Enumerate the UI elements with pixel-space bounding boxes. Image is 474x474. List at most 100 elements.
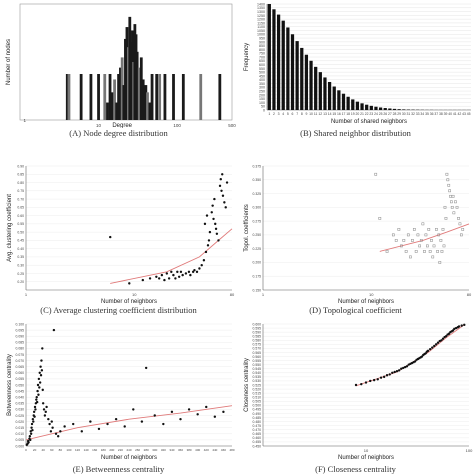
x-tick-label: 17 bbox=[342, 112, 346, 116]
y-tick-label: 100 bbox=[259, 101, 265, 105]
data-point bbox=[48, 422, 51, 426]
x-tick-label: 6 bbox=[292, 112, 294, 116]
y-tick-label: 0.50 bbox=[17, 230, 24, 234]
data-point bbox=[437, 233, 441, 237]
data-point bbox=[176, 270, 179, 274]
data-point bbox=[43, 414, 47, 417]
bar bbox=[300, 47, 304, 110]
x-tick-label: 360 bbox=[178, 448, 183, 452]
x-tick-label: 19 bbox=[351, 112, 355, 116]
y-tick-label: 0.040 bbox=[16, 396, 25, 400]
data-point bbox=[38, 371, 41, 374]
y-tick-label: 0.225 bbox=[253, 247, 262, 251]
x-tick-label: 400 bbox=[195, 448, 200, 452]
data-point bbox=[225, 181, 229, 184]
chart-panel-d: 0.150 0.175 0.200 0.225 0.250 0.275 0.300 0.325… bbox=[237, 158, 474, 305]
data-point bbox=[461, 228, 465, 231]
bar bbox=[150, 74, 154, 120]
y-tick-label: 0.490 bbox=[253, 412, 262, 416]
bar bbox=[346, 96, 350, 110]
bar bbox=[120, 57, 124, 120]
y-tick-label: 0.070 bbox=[16, 359, 25, 363]
data-point bbox=[63, 425, 66, 428]
y-tick-label: 0.450 bbox=[253, 444, 262, 448]
data-point bbox=[179, 417, 182, 421]
x-tick-label: 15 bbox=[332, 112, 336, 116]
data-point bbox=[393, 370, 396, 374]
topological-coefficient-chart: 0.150 0.175 0.200 0.225 0.250 0.275 0.300 0.325… bbox=[244, 164, 472, 305]
y-tick-label: 0.250 bbox=[253, 233, 262, 237]
y-tick-label: 0.470 bbox=[253, 428, 262, 432]
y-tick-label: 0.575 bbox=[253, 343, 262, 347]
x-tick-label: 440 bbox=[212, 448, 217, 452]
x-tick-label: 100 bbox=[66, 448, 71, 452]
data-point bbox=[89, 420, 92, 423]
data-point bbox=[187, 408, 191, 411]
data-point bbox=[32, 410, 36, 414]
bar bbox=[397, 109, 401, 110]
data-point bbox=[419, 239, 423, 242]
data-point bbox=[40, 369, 44, 372]
data-point bbox=[191, 270, 195, 274]
data-point bbox=[426, 244, 429, 248]
y-tick-label: 0.050 bbox=[16, 383, 25, 387]
data-point bbox=[463, 323, 466, 327]
data-point bbox=[376, 378, 379, 381]
data-point bbox=[49, 430, 53, 433]
bar bbox=[304, 54, 309, 110]
chart-panel-f: 0.450 0.455 0.460 0.465 0.470 0.475 0.480 0.485… bbox=[237, 318, 474, 474]
data-point bbox=[210, 211, 213, 214]
data-point bbox=[427, 228, 431, 231]
y-tick-label: 1150 bbox=[257, 21, 265, 25]
bar bbox=[181, 74, 185, 120]
y-tick-label: 0.75 bbox=[17, 189, 24, 193]
y-tick-label: 0.35 bbox=[17, 255, 24, 259]
bar bbox=[141, 79, 145, 120]
data-point bbox=[37, 377, 41, 381]
data-point bbox=[400, 367, 403, 370]
y-tick-label: 0.600 bbox=[253, 322, 262, 326]
y-tick-label: 0.045 bbox=[16, 389, 25, 393]
data-point bbox=[32, 420, 35, 423]
chart-panel-e: 0.000 0.005 0.010 0.015 0.020 0.025 0.030 0.035… bbox=[0, 318, 237, 474]
y-tick-label: 1350 bbox=[257, 6, 265, 10]
x-tick-label: 29 bbox=[397, 112, 401, 116]
data-point bbox=[364, 381, 368, 384]
bar bbox=[117, 74, 120, 120]
x-tick-label: 22 bbox=[365, 112, 369, 116]
bar bbox=[106, 102, 109, 120]
data-point bbox=[37, 393, 40, 396]
y-tick-label: 0.350 bbox=[253, 178, 262, 182]
y-tick-label: 0.595 bbox=[253, 326, 262, 330]
data-point bbox=[438, 261, 442, 264]
x-tick-label: 14 bbox=[328, 112, 332, 116]
x-axis-label: Number of neighbors bbox=[101, 455, 157, 461]
data-point bbox=[221, 194, 225, 197]
x-tick-label: 140 bbox=[84, 448, 89, 452]
x-tick-label: 12 bbox=[318, 112, 322, 116]
data-point bbox=[193, 268, 196, 272]
x-tick-label: 460 bbox=[221, 448, 226, 452]
data-point bbox=[211, 204, 214, 207]
y-tick-label: 0.530 bbox=[253, 379, 262, 383]
x-tick-label: 40 bbox=[41, 448, 45, 452]
closeness-chart: 0.4500.4550.4600.4650.4700.4750.4800.485… bbox=[244, 322, 473, 461]
y-tick-label: 0.020 bbox=[16, 420, 25, 424]
y-tick-label: 0.560 bbox=[253, 355, 262, 359]
data-point bbox=[450, 200, 453, 204]
data-point bbox=[423, 250, 426, 253]
y-tick-label: 0.55 bbox=[17, 222, 24, 226]
y-tick-label: 0.090 bbox=[16, 335, 25, 339]
data-point bbox=[47, 417, 50, 421]
y-tick-label: 800 bbox=[259, 48, 265, 52]
data-point bbox=[170, 410, 174, 414]
y-tick-label: 1000 bbox=[257, 33, 265, 37]
data-point bbox=[449, 194, 452, 198]
x-tick-label: 40 bbox=[448, 112, 452, 116]
bar bbox=[97, 74, 100, 120]
data-point bbox=[213, 197, 216, 201]
data-point bbox=[418, 244, 421, 248]
betweenness-chart: 0.000 0.005 0.010 0.015 0.020 0.025 0.030 0.035… bbox=[7, 322, 235, 461]
y-tick-label: 0.475 bbox=[253, 424, 262, 428]
data-point bbox=[29, 432, 33, 435]
